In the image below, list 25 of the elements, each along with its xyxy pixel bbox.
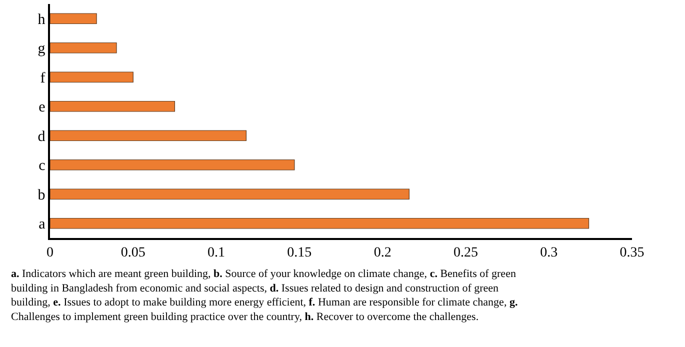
x-tick-label: 0.25 <box>453 246 478 261</box>
y-tick-label: d <box>38 128 46 145</box>
bar <box>50 72 134 83</box>
x-tick-label: 0.1 <box>208 246 226 261</box>
bar <box>50 218 590 229</box>
y-tick-label: g <box>38 41 46 58</box>
y-tick-label: a <box>38 216 46 233</box>
y-tick-label: h <box>38 12 46 28</box>
text: a. Indicators which are meant green building, b. Source of your knowledge on climate change, c. Benefits of green building in Bangladesh from economic and social aspects, d. Issues related to design and construction of green building, e. Issues to adopt to make building more energy efficient, f. Human are responsible for climate change, g. Challenges to implement green building practice over the country, h. Recover to overcome the challenges. <box>11 268 518 323</box>
bar <box>50 13 97 24</box>
bar <box>50 188 410 200</box>
y-tick-label: b <box>38 187 46 204</box>
bar <box>50 159 295 170</box>
x-tick-label: 0.05 <box>120 246 146 261</box>
bar <box>50 100 176 112</box>
x-tick-label: 0.15 <box>287 246 312 261</box>
bar <box>50 130 247 142</box>
x-tick-label: 0.35 <box>620 246 644 261</box>
x-tick-label: 0.3 <box>540 246 558 261</box>
y-tick-label: c <box>38 158 46 174</box>
x-tick-label: 0.2 <box>374 246 392 261</box>
x-tick-label: 0 <box>46 246 54 261</box>
bar <box>50 42 117 54</box>
y-tick-label: f <box>40 70 46 86</box>
y-tick-label: e <box>38 100 46 116</box>
